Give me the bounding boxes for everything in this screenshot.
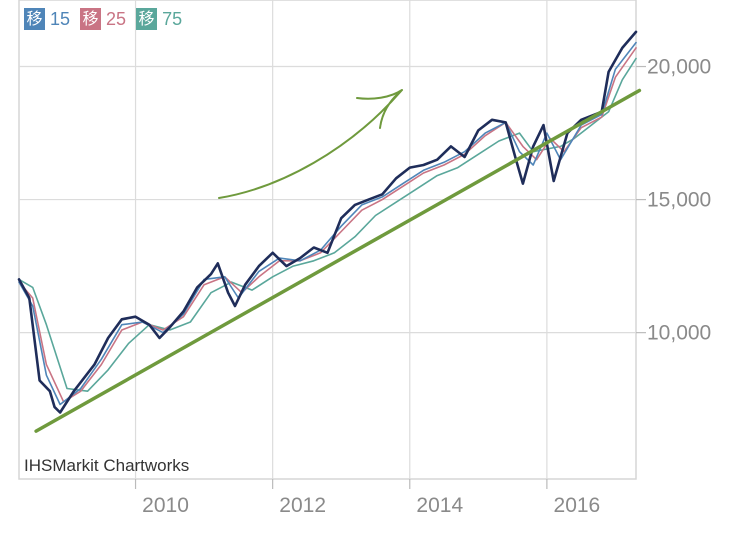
legend-badge-15: 移: [24, 8, 45, 30]
legend-badge-75: 移: [136, 8, 158, 30]
legend-item-75[interactable]: 移 75: [136, 8, 182, 30]
legend-label-15: 15: [50, 8, 71, 29]
y-axis-ticks: 10,000 15,000 20,000: [647, 56, 711, 345]
legend-label-25: 25: [106, 8, 127, 29]
x-tick-label: 2010: [142, 494, 189, 517]
x-tick-label: 2014: [416, 494, 463, 517]
trendline: [34, 88, 642, 433]
y-tick-label: 15,000: [647, 189, 711, 212]
legend-badge-25: 移: [80, 8, 102, 30]
chartworks-watermark: IHSMarkit Chartworks: [24, 456, 190, 475]
price-line: [17, 30, 638, 414]
legend: 移 15 移 25 移 75: [24, 8, 182, 30]
legend-item-25[interactable]: 移 25: [80, 8, 126, 30]
grid: [18, 0, 646, 489]
x-tick-label: 2016: [554, 494, 601, 517]
trend-arrow-annotation: [218, 89, 403, 199]
series-layer: [17, 30, 642, 433]
x-axis-ticks: 2010 2012 2014 2016: [142, 494, 600, 517]
y-tick-label: 10,000: [647, 322, 711, 345]
x-tick-label: 2012: [279, 494, 326, 517]
legend-item-15[interactable]: 移 15: [24, 8, 70, 30]
ma-25-line: [18, 47, 637, 403]
y-tick-label: 20,000: [647, 56, 711, 79]
plot-frame: [18, 0, 637, 480]
legend-label-75: 75: [162, 8, 183, 29]
ma-15-line: [18, 41, 637, 406]
